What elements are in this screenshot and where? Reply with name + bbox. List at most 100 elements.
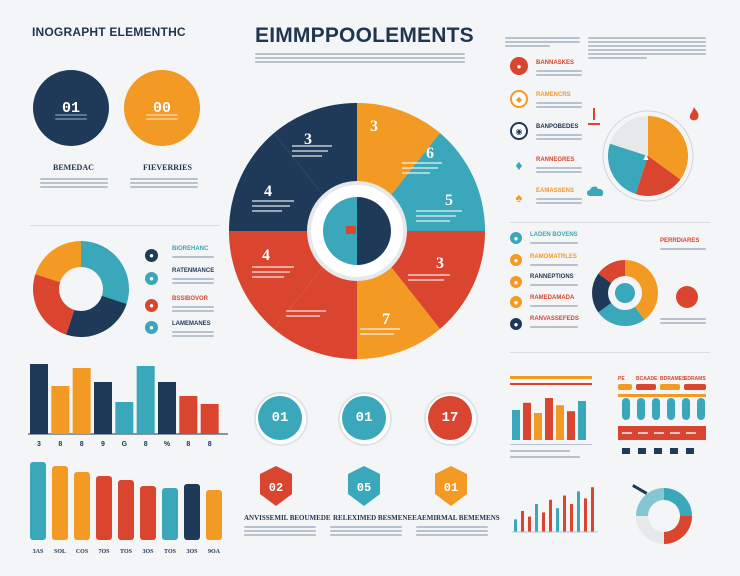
mid-circle-3-number: 17: [441, 410, 459, 426]
divider-right-2: [510, 352, 710, 353]
right-list2-icon-4: ●: [510, 296, 522, 308]
mini-bar-a-7: [578, 401, 586, 440]
mini-bar-a-2: [523, 402, 531, 440]
right-list2-label-1: LADEN BOVENS: [530, 232, 578, 238]
mini-bar-b-2: [521, 511, 524, 532]
ring-label-4-lines: [172, 329, 214, 339]
right-list-label-4: RANNEGRES: [536, 157, 575, 163]
pill-label-2: BCAADE: [636, 376, 658, 382]
top-bar-6: [136, 366, 155, 434]
right-list-label-1: BANNASKES: [536, 60, 575, 66]
mini-bar-a-6: [567, 411, 575, 440]
wheel-number-2: 3: [304, 131, 312, 148]
top-bar-4: [94, 382, 112, 434]
circle-00-label: FIEVERRIES: [143, 163, 192, 172]
right-list-lines-4: [536, 165, 582, 175]
wheel-segment-1: [357, 102, 440, 204]
right-list-icon-5: ♠: [515, 189, 523, 205]
mid-circle-2-number: 01: [355, 410, 373, 426]
bottom-bar-3: [74, 472, 90, 540]
ring-label-1: BIOREHANC: [172, 246, 209, 252]
right-donut-dot: [676, 286, 698, 308]
right-list2-lines-1: [530, 240, 578, 246]
bottom-bar-4: [96, 476, 112, 540]
right-pie-slice-3: [608, 143, 648, 195]
wheel-number-3: 6: [426, 145, 434, 162]
right-list2-lines-5: [530, 324, 578, 330]
svg-text:▲: ▲: [642, 152, 651, 162]
hex-badge-3-label: AEMIRMAL BEMEMENS: [417, 514, 500, 522]
top-bar-label-1: 3: [37, 441, 41, 448]
right-list2-icon-2: ●: [510, 254, 522, 266]
pill-bar-6: [697, 398, 705, 420]
bottom-bar-label-4: 7OS: [98, 549, 110, 555]
pill-bar-1: [622, 398, 630, 420]
mini-bar-a-5: [556, 405, 564, 440]
mini-bar-b-9: [570, 504, 573, 532]
ring-label-3-lines: [172, 304, 214, 314]
hex-badge-3-number: 01: [444, 481, 458, 495]
wheel-number-5: 3: [436, 255, 444, 272]
wheel-number-6: 7: [382, 311, 390, 328]
mini-bar-chart-b: [512, 487, 598, 533]
hex-badge-1-number: 02: [269, 481, 283, 495]
bottom-bar-8: [184, 484, 200, 540]
mid-circle-2: 01: [342, 396, 386, 440]
right-list-icon-1: ●: [510, 57, 528, 75]
hex-badge-1-label: ANVISSEMIL BEOUMEDE: [244, 514, 331, 522]
top-mid-lines: [505, 35, 580, 49]
right-list-icon-2: ◆: [510, 90, 528, 108]
hex-badge-2: 05: [348, 466, 380, 506]
bottom-bar-label-8: 3OS: [186, 549, 198, 555]
right-list-icon-4: ♦: [515, 157, 523, 173]
mini-bar-b-7: [556, 508, 559, 532]
hex-badge-1: 02: [260, 466, 292, 506]
wheel-number-4: 5: [445, 192, 453, 209]
wheel-number-7: 4: [264, 183, 272, 200]
bottom-bar-9: [206, 490, 222, 540]
ring-icon-3: ●: [145, 299, 158, 312]
mid-circle-1-number: 01: [271, 410, 289, 426]
right-list2-icon-5: ●: [510, 318, 522, 330]
right-list-lines-5: [536, 196, 582, 206]
hex-badge-2-label: RELEXIMED BESMENEE: [333, 514, 417, 522]
pill-bar-3: [652, 398, 660, 420]
circle-01-number: 01: [61, 99, 80, 117]
mini-bar-a-4: [545, 398, 553, 440]
top-bar-chart: 3 8 8 9 G 8% 8 8: [28, 364, 228, 448]
mini-bar-b-1: [514, 519, 517, 532]
top-bar-label-3: 8: [80, 441, 84, 448]
center-wheel: 3 3 6 5 3 7 4 4: [228, 102, 486, 360]
top-bar-label-8: 8: [186, 441, 190, 448]
mini-bar-chart-a: [510, 376, 592, 458]
bottom-bar-label-1: 3AS: [33, 549, 44, 555]
top-bar-label-7: %: [164, 441, 171, 448]
fire-icon: [689, 107, 699, 121]
right-donut-label: PERRDIARES: [660, 238, 700, 244]
bottom-bar-7: [162, 488, 178, 540]
mini-bar-a-3: [534, 413, 542, 440]
top-right-lines: [588, 35, 706, 61]
circle-00-desc: [130, 176, 198, 190]
divider-right-1: [510, 222, 710, 223]
mini-bar-b-5: [542, 512, 545, 532]
mid-circle-3: 17: [428, 396, 472, 440]
cloud-icon: [587, 186, 604, 196]
top-bar-label-5: G: [122, 441, 128, 448]
top-bar-7: [158, 382, 176, 434]
wheel-number-1: 3: [370, 118, 378, 135]
right-list-lines-1: [536, 68, 582, 78]
hex-badge-3-desc: [416, 524, 488, 538]
right-list-label-2: RAMENCRS: [536, 92, 571, 98]
top-bar-label-6: 8: [144, 441, 148, 448]
pill-chart: [618, 384, 706, 454]
top-bar-label-2: 8: [58, 441, 62, 448]
wheel-segment-2: [384, 133, 486, 231]
bottom-bar-label-2: SOL: [54, 549, 66, 555]
bottom-bar-2: [52, 466, 68, 540]
ring-label-1-lines: [172, 254, 214, 260]
divider-left-1: [30, 225, 220, 226]
right-list-lines-3: [536, 132, 582, 142]
wheel-segment-5: [274, 258, 357, 360]
circle-00-lines: [146, 112, 178, 122]
